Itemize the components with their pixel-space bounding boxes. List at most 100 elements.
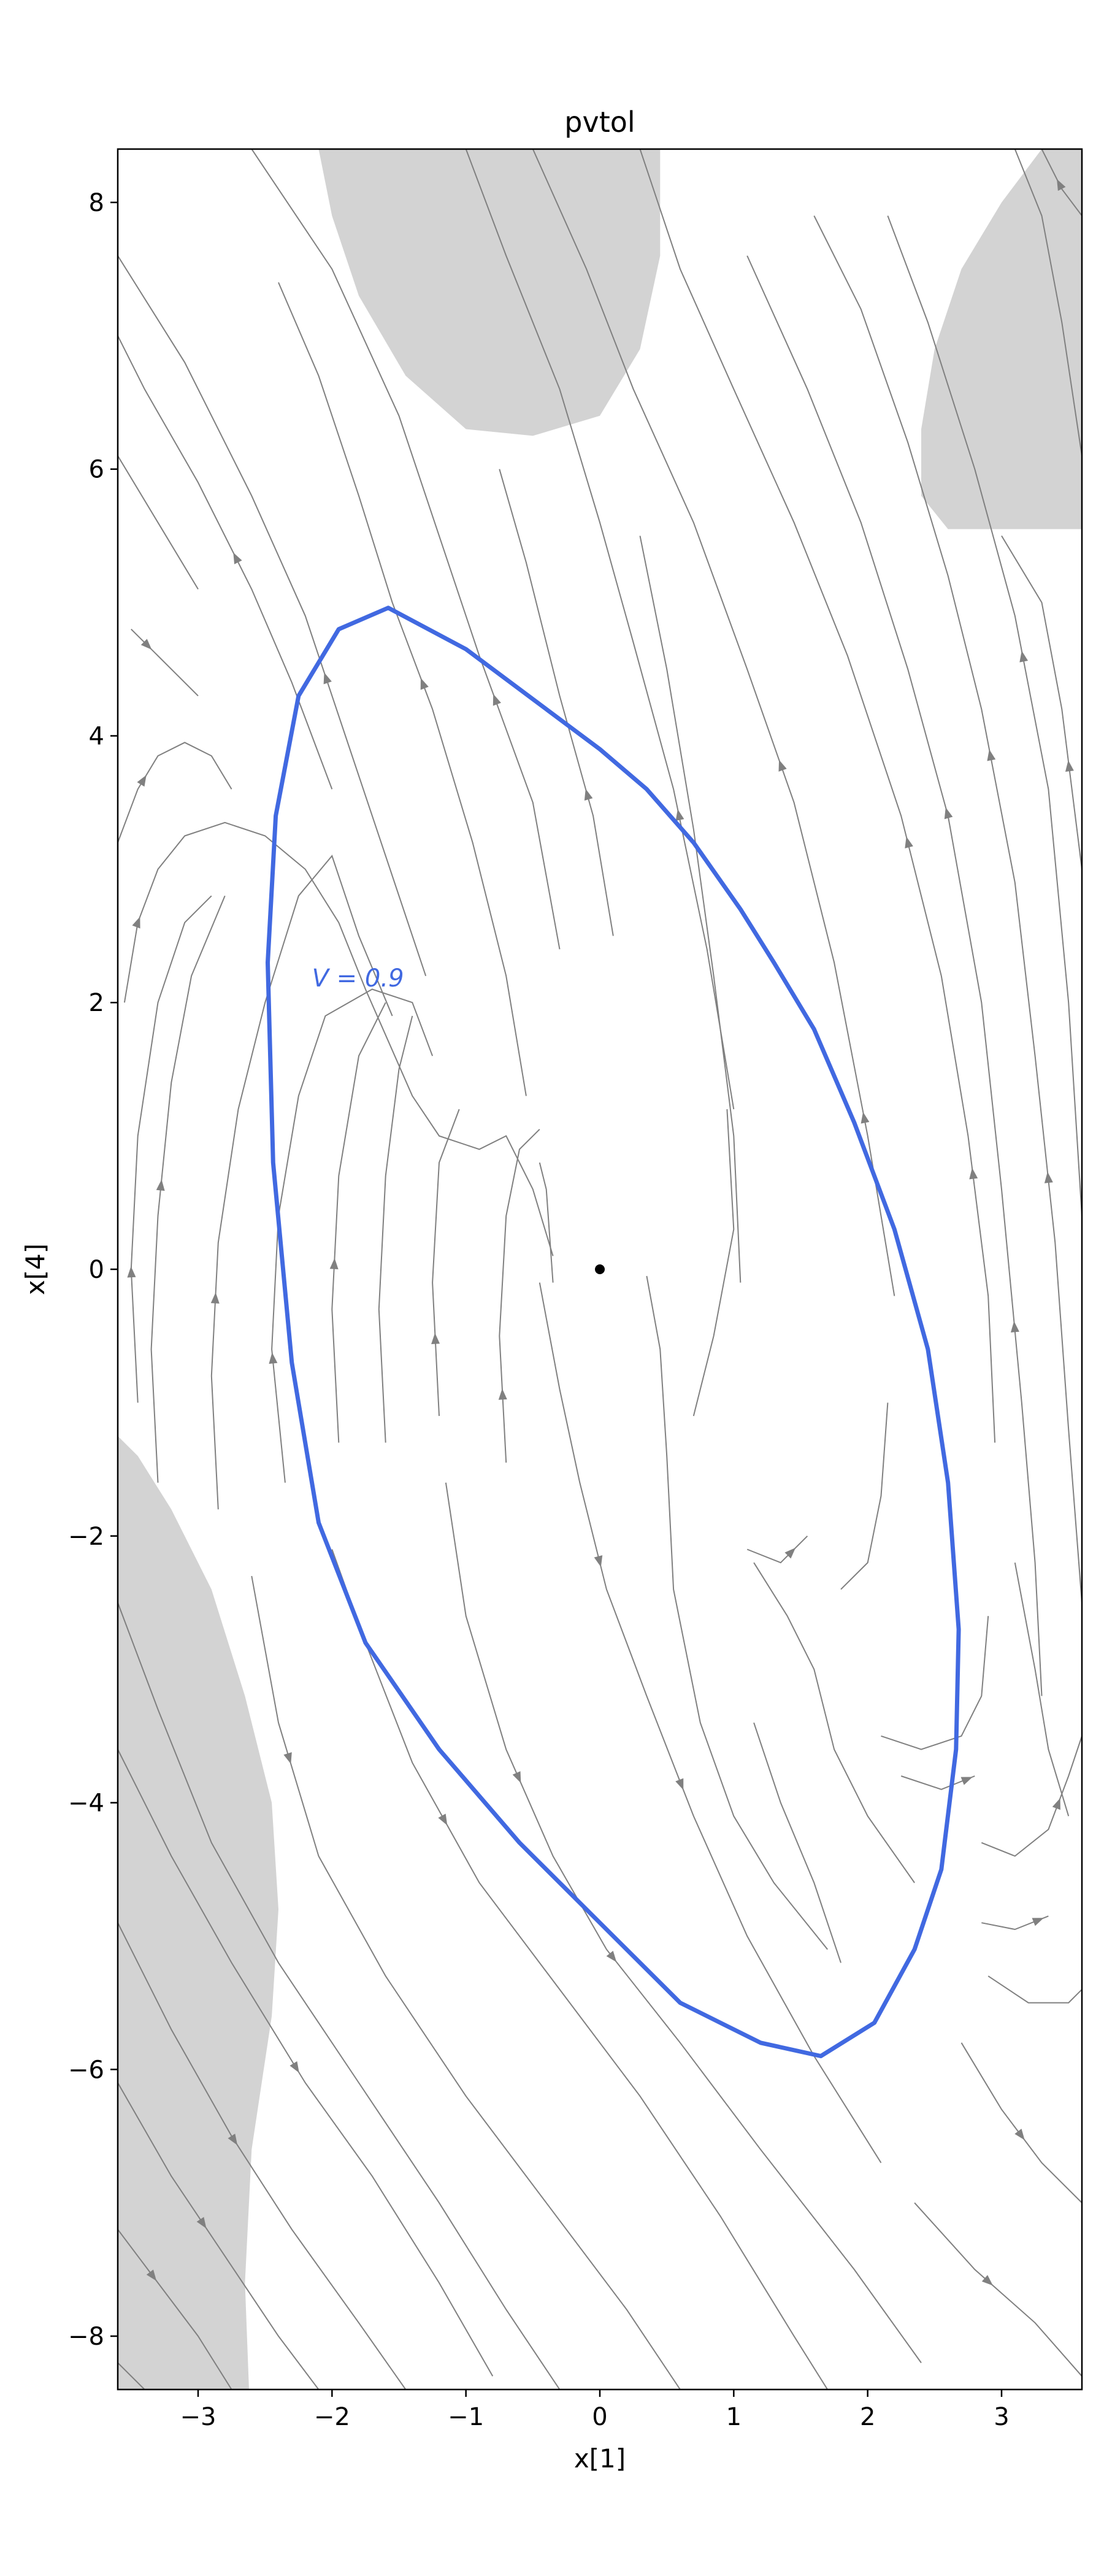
- streamline-9: [378, 1015, 413, 1443]
- streamline-25: [813, 215, 1082, 1603]
- streamline-arrow: [960, 1777, 973, 1785]
- streamline-32: [539, 1282, 882, 2164]
- infeasible-region-2: [921, 149, 1082, 529]
- streamline-33: [445, 1482, 922, 2364]
- streamline-39: [118, 2082, 320, 2390]
- streamline-35: [251, 1575, 681, 2390]
- x-tick-label: 2: [860, 2403, 875, 2431]
- streamline-arrow: [606, 1950, 617, 1963]
- y-tick-label: 4: [89, 722, 104, 750]
- streamline-arrow: [1014, 2128, 1025, 2140]
- streamline-16: [118, 455, 199, 590]
- infeasible-region-1: [318, 149, 661, 436]
- streamline-7: [271, 988, 434, 1483]
- streamline-arrow: [778, 759, 787, 772]
- streamline-arrow: [944, 807, 953, 820]
- streamline-30: [646, 1275, 828, 1950]
- streamline-arrow: [493, 694, 501, 706]
- streamline-38: [118, 1922, 407, 2390]
- streamline-arrow: [146, 2269, 157, 2282]
- streamline-41: [118, 2362, 145, 2390]
- streamline-45: [881, 1616, 989, 1750]
- y-axis-label: x[4]: [20, 1244, 50, 1295]
- x-tick-label: 0: [592, 2403, 607, 2431]
- streamline-arrow: [969, 1167, 978, 1180]
- streamline-20: [639, 536, 742, 1283]
- streamline-24: [746, 255, 1043, 1696]
- streamline-29: [1041, 149, 1082, 217]
- streamline-22: [532, 149, 895, 1296]
- streamline-arrow: [156, 1179, 165, 1191]
- streamline-arrow: [784, 1547, 796, 1559]
- streamline-arrow: [981, 2275, 993, 2286]
- level-set-label: V = 0.9: [312, 964, 404, 993]
- streamline-arrow: [323, 672, 332, 685]
- streamline-arrow: [1052, 1797, 1060, 1810]
- streamline-27: [1001, 535, 1082, 870]
- streamline-14: [118, 255, 427, 977]
- streamline-36: [118, 1602, 561, 2390]
- streamline-8: [331, 1002, 386, 1443]
- streamline-arrow: [233, 552, 242, 564]
- streamline-arrow: [584, 788, 593, 801]
- streamline-13: [251, 149, 561, 950]
- y-tick-label: −6: [68, 2056, 104, 2084]
- streamline-47: [981, 1736, 1082, 1857]
- streamline-10: [432, 1109, 460, 1417]
- streamline-43: [746, 1536, 808, 1564]
- streamline-arrow: [987, 749, 996, 761]
- infeasible-region-3: [118, 1436, 278, 2390]
- y-tick-label: −2: [68, 1523, 104, 1551]
- streamline-5: [150, 895, 226, 1483]
- streamline-34: [331, 1549, 829, 2390]
- streamline-49: [987, 1975, 1082, 2004]
- streamline-arrow: [329, 1258, 339, 1269]
- y-tick-label: 6: [89, 456, 104, 484]
- streamline-arrow: [140, 639, 152, 650]
- streamline-3: [123, 821, 554, 1256]
- streamline-arrow: [431, 1332, 440, 1344]
- streamline-arrow: [594, 1555, 603, 1567]
- streamline-arrow: [438, 1813, 448, 1826]
- streamline-arrow: [675, 809, 684, 821]
- streamline-arrow: [132, 917, 140, 929]
- streamlines: [118, 149, 1082, 2390]
- streamline-19: [465, 149, 735, 1110]
- streamline-arrow: [1010, 1321, 1019, 1333]
- y-tick-label: −8: [68, 2323, 104, 2351]
- x-axis-ticks: −3 −2 −1 0 1 2 3: [180, 2390, 1010, 2431]
- streamline-arrow: [196, 2217, 207, 2229]
- x-tick-label: −2: [314, 2403, 350, 2431]
- streamline-6: [210, 855, 393, 1510]
- level-set-curve: [266, 606, 961, 2058]
- streamline-50: [914, 2202, 1082, 2377]
- streamline-40: [118, 2229, 232, 2390]
- streamline-12: [539, 1162, 554, 1283]
- equilibrium-point: [595, 1264, 605, 1274]
- streamline-21: [692, 1109, 735, 1417]
- streamline-arrow: [127, 1266, 136, 1278]
- streamline-arrow: [269, 1352, 278, 1364]
- streamline-arrow: [1044, 1172, 1053, 1183]
- y-tick-label: 0: [89, 1256, 104, 1284]
- streamline-11: [499, 1129, 540, 1463]
- streamline-arrow: [210, 1292, 220, 1304]
- y-axis-ticks: −8 −6 −4 −2 0 2 4 6 8: [68, 189, 118, 2351]
- streamline-52: [1014, 1563, 1070, 1817]
- x-tick-label: 3: [994, 2403, 1009, 2431]
- x-tick-label: 1: [726, 2403, 742, 2431]
- streamline-37: [118, 1749, 494, 2377]
- streamline-arrow: [283, 1752, 292, 1764]
- streamline-2: [118, 742, 232, 843]
- streamline-4: [130, 895, 212, 1403]
- level-set-group: [266, 606, 961, 2058]
- streamline-arrow: [905, 836, 913, 848]
- chart-title: pvtol: [564, 106, 635, 139]
- streamline-28: [1014, 149, 1082, 456]
- streamline-26: [887, 215, 1082, 1217]
- streamline-arrow: [137, 775, 147, 787]
- streamline-arrow: [1065, 760, 1074, 772]
- streamline-44: [840, 1402, 889, 1590]
- streamline-arrow: [289, 2061, 299, 2073]
